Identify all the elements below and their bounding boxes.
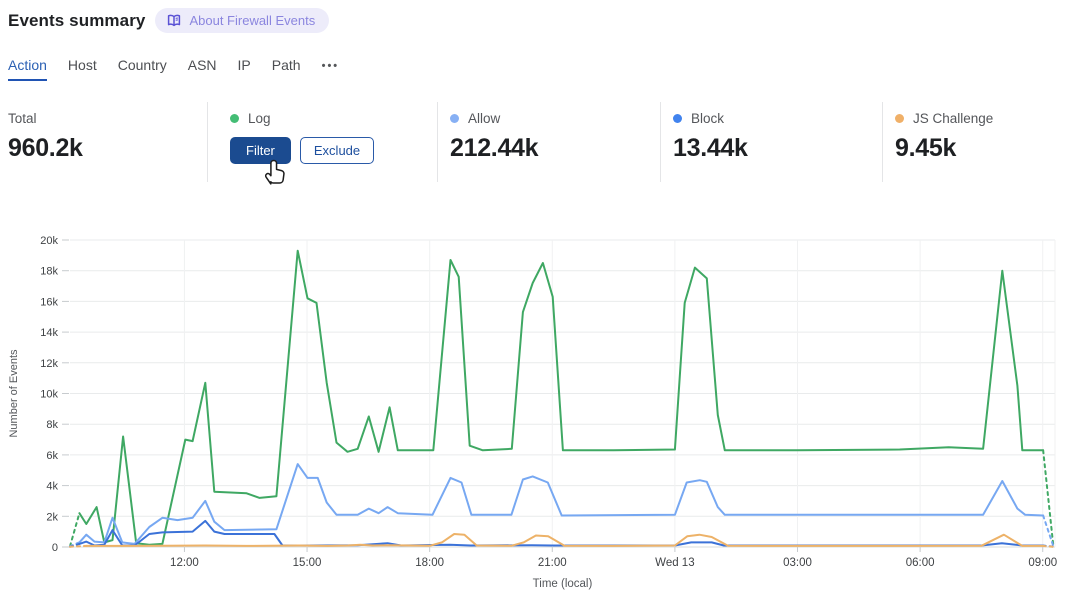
legend-dot-icon — [895, 113, 904, 123]
series-dashed-segment — [1041, 544, 1055, 548]
y-tick-label: 20k — [40, 235, 58, 247]
tab-asn[interactable]: ASN — [187, 57, 217, 73]
x-tick-label: 15:00 — [293, 557, 322, 569]
stat-js-challenge[interactable]: JS Challenge 9.45k — [895, 100, 993, 163]
series-line-log — [78, 249, 1045, 546]
page-header: Events summary About Firewall Events — [8, 8, 330, 33]
series-line-block — [78, 519, 1044, 547]
series-dashed-segment — [69, 512, 81, 548]
y-tick-label: 8k — [46, 419, 58, 431]
stat-log[interactable]: Log Filter Exclude — [230, 100, 375, 164]
x-tick-label: 09:00 — [1028, 557, 1057, 569]
stat-label: Log — [248, 110, 271, 126]
exclude-button[interactable]: Exclude — [299, 137, 375, 164]
summary-tabs: Action Host Country ASN IP Path ••• — [8, 57, 339, 81]
series-dashed-segment — [1042, 449, 1055, 548]
page-title: Events summary — [8, 10, 146, 30]
tab-action[interactable]: Action — [8, 57, 47, 81]
series-line-js-challenge — [85, 533, 1044, 547]
x-tick-label: 03:00 — [783, 557, 812, 569]
y-tick-label: 18k — [40, 266, 58, 278]
y-axis-title: Number of Events — [8, 349, 20, 438]
y-tick-label: 14k — [40, 327, 58, 339]
filter-button[interactable]: Filter — [230, 137, 291, 164]
tab-country[interactable]: Country — [117, 57, 167, 73]
stat-total-value: 960.2k — [8, 134, 83, 162]
stat-value: 212.44k — [450, 134, 539, 162]
stat-divider — [437, 102, 438, 182]
tab-host[interactable]: Host — [67, 57, 97, 73]
stat-label: Allow — [468, 110, 501, 126]
series-dashed-segment — [1042, 514, 1055, 548]
y-tick-label: 0 — [52, 542, 58, 554]
y-tick-label: 2k — [46, 511, 58, 523]
tab-path[interactable]: Path — [271, 57, 301, 73]
stat-allow[interactable]: Allow 212.44k — [450, 100, 539, 163]
series-dashed-segment — [69, 544, 88, 548]
y-tick-label: 10k — [40, 389, 58, 401]
stat-block[interactable]: Block 13.44k — [673, 100, 748, 163]
events-chart-svg[interactable]: 0 2k 4k 6k 8k 10k 12k 14k 16k 18k 20k 12:00 15:00 18:… — [0, 225, 1068, 598]
tab-ip[interactable]: IP — [237, 57, 251, 73]
x-tick-label: 21:00 — [538, 557, 567, 569]
x-tick-label: 06:00 — [906, 557, 935, 569]
stat-divider — [660, 102, 661, 182]
legend-dot-icon — [230, 113, 239, 123]
legend-dot-icon — [673, 113, 682, 123]
stat-label: JS Challenge — [913, 110, 994, 126]
stat-label: Block — [691, 110, 725, 126]
about-firewall-events-badge[interactable]: About Firewall Events — [155, 8, 330, 33]
stats-row: Total 960.2k Log Filter Exclude Allow 212.44… — [0, 100, 1068, 185]
stat-divider — [207, 102, 208, 182]
y-tick-label: 16k — [40, 296, 58, 308]
series-line-allow — [78, 463, 1045, 545]
y-tick-label: 6k — [46, 450, 58, 462]
legend-dot-icon — [450, 113, 459, 123]
x-tick-label: Wed 13 — [655, 557, 694, 569]
stat-total-label: Total — [8, 110, 37, 126]
y-tick-label: 4k — [46, 481, 58, 493]
y-tick-label: 12k — [40, 358, 58, 370]
stat-divider — [882, 102, 883, 182]
x-tick-label: 12:00 — [170, 557, 199, 569]
stat-value: 9.45k — [895, 134, 957, 162]
stat-total: Total 960.2k — [8, 100, 83, 163]
about-badge-label: About Firewall Events — [189, 13, 316, 28]
x-axis-title: Time (local) — [533, 578, 593, 590]
more-tabs-ellipsis-icon[interactable]: ••• — [321, 60, 340, 72]
events-chart[interactable]: 0 2k 4k 6k 8k 10k 12k 14k 16k 18k 20k 12:00 15:00 18:… — [0, 225, 1068, 598]
x-tick-label: 18:00 — [415, 557, 444, 569]
book-icon — [166, 13, 182, 28]
stat-value: 13.44k — [673, 134, 748, 162]
